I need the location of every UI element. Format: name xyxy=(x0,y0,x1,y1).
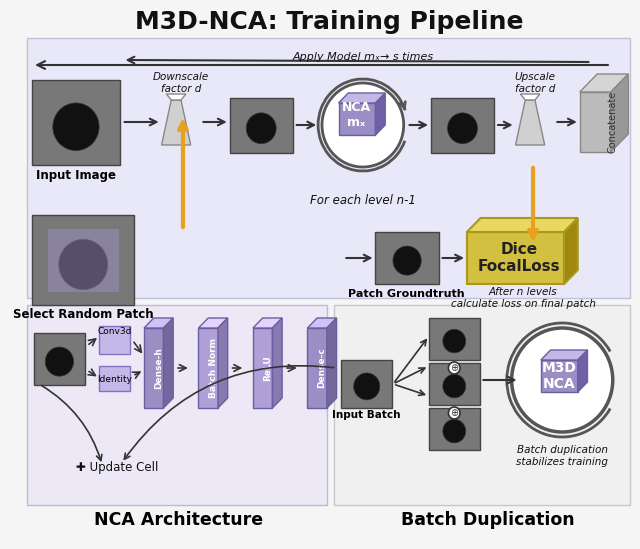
Circle shape xyxy=(443,419,466,443)
Text: Upscale
factor d: Upscale factor d xyxy=(515,72,556,94)
Polygon shape xyxy=(198,318,228,328)
Bar xyxy=(580,92,611,152)
Text: NCA
mₓ: NCA mₓ xyxy=(342,101,371,129)
Polygon shape xyxy=(516,100,545,145)
Bar xyxy=(28,38,630,298)
Polygon shape xyxy=(467,218,578,232)
Circle shape xyxy=(45,347,74,376)
Circle shape xyxy=(449,362,460,374)
Text: Batch Norm: Batch Norm xyxy=(209,338,218,398)
Polygon shape xyxy=(307,318,337,328)
Circle shape xyxy=(53,103,99,150)
Text: Dense-h: Dense-h xyxy=(154,347,163,389)
Polygon shape xyxy=(520,94,540,100)
Bar xyxy=(467,232,564,284)
Polygon shape xyxy=(339,93,385,103)
Bar xyxy=(253,328,273,408)
Polygon shape xyxy=(166,94,186,100)
Text: Identity: Identity xyxy=(97,374,132,384)
Circle shape xyxy=(59,239,108,290)
Bar xyxy=(429,318,479,360)
Text: After n levels
calculate loss on final patch: After n levels calculate loss on final p… xyxy=(451,287,596,309)
Text: Input Batch: Input Batch xyxy=(333,410,401,420)
Polygon shape xyxy=(327,318,337,408)
Bar xyxy=(339,103,376,135)
Text: M3D
NCA: M3D NCA xyxy=(542,361,577,391)
Text: ReLU: ReLU xyxy=(263,355,272,381)
Polygon shape xyxy=(578,350,588,392)
Polygon shape xyxy=(611,74,628,152)
Text: Batch duplication
stabilizes training: Batch duplication stabilizes training xyxy=(516,445,608,467)
Text: Select Random Patch: Select Random Patch xyxy=(13,309,154,322)
Circle shape xyxy=(246,113,276,144)
Bar xyxy=(198,328,218,408)
Circle shape xyxy=(449,407,460,419)
Text: ⊕: ⊕ xyxy=(450,363,458,373)
Polygon shape xyxy=(580,74,628,92)
Bar xyxy=(123,55,591,65)
Bar xyxy=(376,232,438,284)
Text: M3D-NCA: Training Pipeline: M3D-NCA: Training Pipeline xyxy=(134,10,523,34)
Bar xyxy=(32,80,120,165)
Polygon shape xyxy=(541,350,588,360)
Text: Dense-c: Dense-c xyxy=(317,348,326,388)
Text: Apply Model mₓ→ s times: Apply Model mₓ→ s times xyxy=(292,52,433,62)
Bar xyxy=(541,360,578,392)
Bar xyxy=(99,326,131,354)
Bar xyxy=(429,363,479,405)
Polygon shape xyxy=(144,318,173,328)
Bar xyxy=(34,333,84,385)
Text: Patch Groundtruth: Patch Groundtruth xyxy=(348,289,465,299)
Bar xyxy=(342,360,392,408)
Text: For each level n-1: For each level n-1 xyxy=(310,193,416,206)
Bar xyxy=(429,408,479,450)
Text: Batch Duplication: Batch Duplication xyxy=(401,511,574,529)
Polygon shape xyxy=(161,100,191,145)
Bar xyxy=(230,98,293,153)
Bar xyxy=(47,228,119,292)
Bar xyxy=(307,328,327,408)
Bar xyxy=(28,305,327,505)
Bar xyxy=(333,305,630,505)
Bar xyxy=(99,366,131,391)
Polygon shape xyxy=(253,318,282,328)
Text: Dice
FocalLoss: Dice FocalLoss xyxy=(478,242,561,274)
Text: ✚ Update Cell: ✚ Update Cell xyxy=(76,462,158,474)
Polygon shape xyxy=(218,318,228,408)
Polygon shape xyxy=(564,218,578,284)
Polygon shape xyxy=(273,318,282,408)
Text: Downscale
factor d: Downscale factor d xyxy=(153,72,209,94)
Circle shape xyxy=(393,246,421,275)
Bar xyxy=(32,215,134,305)
Circle shape xyxy=(443,374,466,398)
Circle shape xyxy=(447,113,477,144)
Text: Concatenate: Concatenate xyxy=(608,91,618,153)
Circle shape xyxy=(443,329,466,353)
Bar xyxy=(144,328,163,408)
Bar xyxy=(431,98,494,153)
Polygon shape xyxy=(163,318,173,408)
Polygon shape xyxy=(376,93,385,135)
Text: NCA Architecture: NCA Architecture xyxy=(93,511,262,529)
Text: Conv3d: Conv3d xyxy=(98,328,132,337)
Circle shape xyxy=(322,83,404,167)
Text: ⊕: ⊕ xyxy=(450,408,458,418)
Circle shape xyxy=(511,328,612,432)
Circle shape xyxy=(354,373,380,400)
Text: Input Image: Input Image xyxy=(36,170,116,182)
